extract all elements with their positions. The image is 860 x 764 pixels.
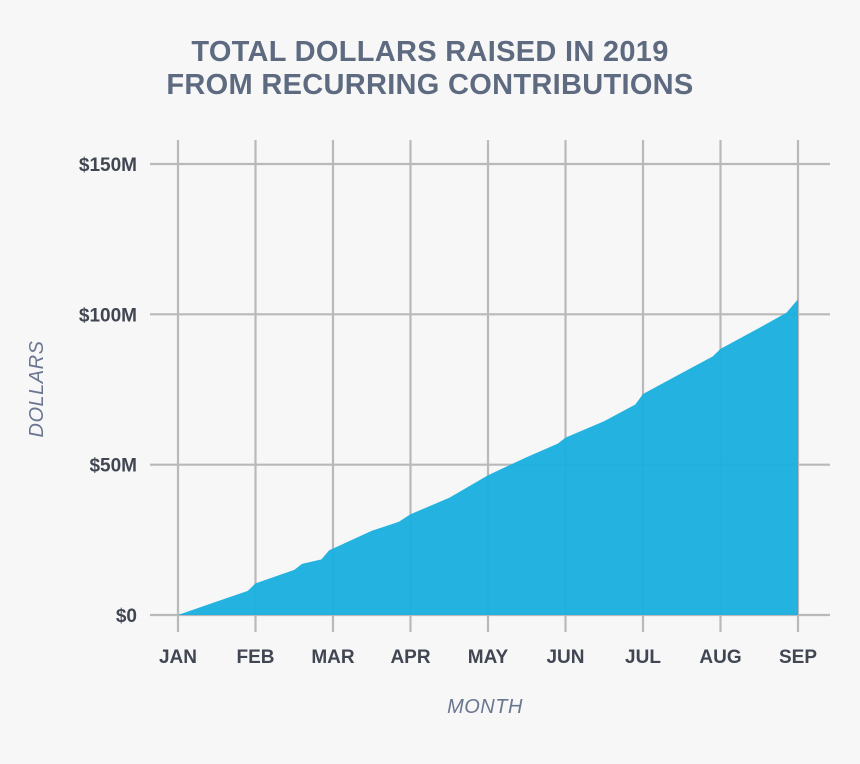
y-tick-label: $50M [89,456,137,477]
x-tick-label: JUN [546,647,584,668]
plot-area [178,299,798,615]
x-axis-ticks: JAN FEB MAR APR MAY JUN JUL AUG SEP [159,647,817,668]
x-tick-label: SEP [779,647,817,668]
y-axis-ticks: $0 $50M $100M $150M [79,155,137,627]
x-tick-label: APR [390,647,430,668]
x-axis-label: MONTH [447,696,523,718]
chart-title-line-2: FROM RECURRING CONTRIBUTIONS [166,69,693,101]
y-tick-label: $0 [116,606,137,627]
x-tick-label: JUL [625,647,661,668]
y-tick-label: $100M [79,305,137,326]
x-tick-label: MAR [311,647,355,668]
y-axis-label: DOLLARS [26,340,48,437]
x-tick-label: JAN [159,647,197,668]
chart-title-line-1: TOTAL DOLLARS RAISED IN 2019 [191,36,668,68]
x-tick-label: MAY [468,647,509,668]
series-area [178,299,798,615]
x-tick-label: FEB [237,647,275,668]
y-tick-label: $150M [79,155,137,176]
x-tick-label: AUG [699,647,741,668]
